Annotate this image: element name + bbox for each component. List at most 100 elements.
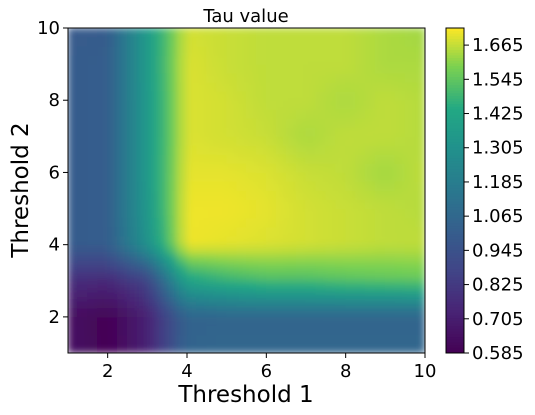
heatmap-cell — [374, 199, 386, 210]
heatmap-cell — [127, 162, 138, 173]
heatmap-cell — [136, 244, 148, 255]
heatmap-cell — [77, 208, 89, 219]
heatmap-cell — [236, 235, 247, 246]
heatmap-cell — [156, 199, 168, 210]
colorbar-band — [446, 79, 464, 83]
heatmap-cell — [265, 244, 277, 255]
heatmap-cell — [117, 208, 128, 219]
heatmap-cell — [255, 90, 267, 101]
colorbar-band — [446, 228, 464, 232]
heatmap-cell — [77, 217, 89, 228]
heatmap-cell — [216, 135, 228, 146]
x-axis-label: Threshold 1 — [177, 382, 313, 408]
heatmap-cell — [384, 81, 396, 92]
heatmap-cell — [117, 63, 128, 74]
heatmap-cell — [295, 90, 307, 101]
heatmap-cell — [295, 343, 307, 353]
heatmap-cell — [275, 217, 287, 228]
heatmap-cell — [186, 298, 198, 309]
heatmap-cell — [335, 298, 347, 309]
heatmap-cell — [305, 208, 317, 219]
heatmap-cell — [186, 271, 198, 282]
heatmap-cell — [355, 280, 366, 291]
colorbar-band — [446, 201, 464, 205]
heatmap-cell — [265, 162, 277, 173]
heatmap-cell — [315, 280, 327, 291]
heatmap-cell — [335, 126, 347, 137]
heatmap-cell — [156, 36, 168, 47]
heatmap-cell — [374, 36, 386, 47]
heatmap-cell — [255, 235, 267, 246]
heatmap-cell — [305, 36, 317, 47]
colorbar-band — [446, 157, 464, 162]
heatmap-cell — [414, 199, 425, 210]
heatmap-cell — [216, 162, 228, 173]
heatmap-cell — [295, 144, 307, 155]
heatmap-cell — [97, 99, 109, 110]
heatmap-cell — [176, 99, 188, 110]
heatmap-cell — [216, 171, 228, 182]
heatmap-cell — [166, 162, 178, 173]
colorbar-tick-label: 1.185 — [472, 172, 524, 193]
heatmap-cell — [394, 262, 406, 273]
heatmap-cell — [68, 226, 79, 237]
heatmap-cell — [77, 316, 89, 327]
heatmap-cell — [374, 244, 386, 255]
heatmap-cell — [246, 280, 257, 291]
heatmap-cell — [166, 325, 178, 336]
heatmap-cell — [295, 99, 307, 110]
heatmap-cell — [384, 262, 396, 273]
heatmap-cell — [384, 235, 396, 246]
heatmap-cell — [97, 307, 109, 318]
heatmap-cell — [206, 190, 218, 201]
heatmap-cell — [216, 45, 228, 56]
heatmap-cell — [404, 217, 416, 228]
heatmap-cell — [166, 63, 178, 74]
heatmap-cell — [285, 180, 297, 191]
heatmap-cell — [335, 307, 347, 318]
heatmap-cell — [285, 153, 297, 164]
heatmap-cell — [345, 36, 357, 47]
colorbar-tick-label: 1.305 — [472, 138, 524, 159]
heatmap-cell — [97, 226, 109, 237]
heatmap-cell — [384, 126, 396, 137]
colorbar-band — [446, 314, 464, 319]
heatmap-cell — [196, 190, 208, 201]
colorbar-band — [446, 52, 464, 56]
heatmap-cell — [246, 262, 257, 273]
heatmap-cell — [275, 72, 287, 83]
heatmap-cell — [226, 343, 238, 353]
heatmap-cell — [255, 253, 267, 264]
colorbar-band — [446, 241, 464, 245]
heatmap-cell — [315, 90, 327, 101]
heatmap-cell — [136, 45, 148, 56]
heatmap-cell — [384, 72, 396, 83]
heatmap-cell — [355, 81, 366, 92]
colorbar-band — [446, 98, 464, 102]
heatmap-cell — [295, 108, 307, 119]
heatmap-cell — [156, 280, 168, 291]
colorbar-tick-label: 1.425 — [472, 104, 524, 125]
heatmap-cell — [265, 271, 277, 282]
heatmap-cell — [236, 280, 247, 291]
heatmap-cell — [196, 253, 208, 264]
heatmap-cell — [285, 108, 297, 119]
heatmap-cell — [325, 54, 337, 65]
colorbar-band — [446, 328, 464, 332]
heatmap-cell — [97, 117, 109, 128]
colorbar-band — [446, 217, 464, 221]
heatmap-cell — [226, 316, 238, 327]
heatmap-cell — [97, 144, 109, 155]
heatmap-cell — [136, 226, 148, 237]
colorbar-band — [446, 130, 464, 134]
heatmap-cell — [255, 180, 267, 191]
heatmap-cell — [305, 199, 317, 210]
heatmap-cell — [196, 28, 208, 38]
heatmap-cell — [305, 45, 317, 56]
heatmap-cell — [255, 343, 267, 353]
heatmap-cell — [374, 90, 386, 101]
heatmap-cell — [335, 325, 347, 336]
heatmap-cell — [374, 325, 386, 336]
heatmap-cell — [374, 162, 386, 173]
heatmap-cell — [68, 153, 79, 164]
